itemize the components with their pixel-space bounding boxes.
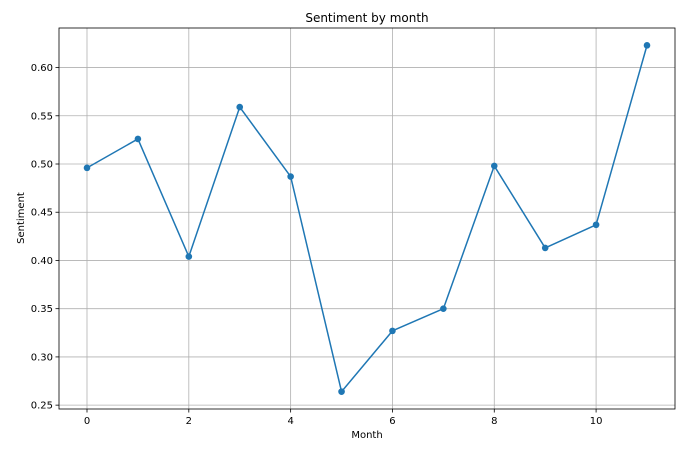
data-point: [440, 305, 447, 312]
x-tick-label: 10: [590, 416, 603, 427]
series-layer: [83, 42, 651, 395]
y-tick-label: 0.50: [31, 160, 53, 171]
data-point: [236, 103, 244, 111]
plot-background: [59, 28, 675, 409]
y-tick-label: 0.45: [31, 208, 53, 219]
y-tick-label: 0.25: [31, 401, 53, 412]
data-point: [287, 173, 294, 180]
x-tick-label: 8: [491, 416, 497, 427]
x-axis-label: Month: [351, 430, 382, 441]
y-tick-label: 0.35: [31, 304, 53, 315]
data-point: [541, 244, 549, 252]
chart-title: Sentiment by month: [305, 11, 428, 25]
series-line: [86, 45, 648, 393]
y-tick-label: 0.60: [31, 63, 53, 74]
x-tick-label: 4: [287, 416, 293, 427]
plot-frame: [58, 27, 676, 410]
y-tick-label: 0.30: [31, 352, 53, 363]
data-point: [643, 42, 651, 49]
axis-ticks: 0 2 4 6 8 10 0.25 0.30 0.35 0.40 0.45 0.50 0.55 0.60: [31, 63, 603, 427]
y-axis-label: Sentiment: [16, 192, 27, 244]
x-tick-label: 2: [186, 416, 192, 427]
data-point: [83, 164, 91, 172]
y-tick-label: 0.55: [31, 111, 53, 122]
data-point: [338, 388, 345, 395]
data-point: [592, 221, 600, 229]
data-point: [134, 135, 142, 143]
x-tick-label: 0: [84, 416, 90, 427]
x-tick-label: 6: [389, 416, 395, 427]
data-point: [185, 253, 193, 260]
data-point: [389, 327, 396, 335]
grid-lines: [59, 28, 675, 409]
data-point: [490, 162, 498, 170]
y-tick-label: 0.40: [31, 256, 53, 267]
